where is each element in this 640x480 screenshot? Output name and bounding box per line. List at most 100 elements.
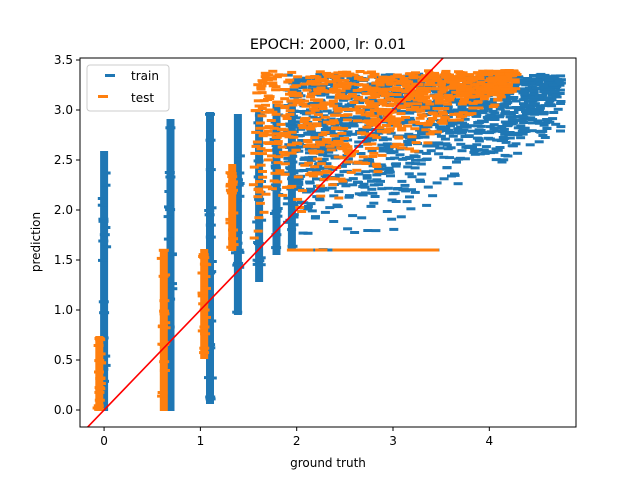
test-point <box>305 111 315 115</box>
x-tick-label: 1 <box>197 434 205 448</box>
train-point <box>163 283 174 287</box>
train-point <box>439 155 449 159</box>
train-point <box>530 102 540 106</box>
train-point <box>99 311 110 315</box>
test-point <box>440 107 450 110</box>
train-point <box>358 127 368 131</box>
train-point <box>325 206 335 210</box>
train-point <box>164 171 175 174</box>
train-point <box>484 100 494 104</box>
train-point <box>98 300 109 304</box>
train-point <box>253 142 264 146</box>
train-point <box>350 86 360 90</box>
test-point <box>328 183 338 187</box>
train-point <box>424 109 434 113</box>
test-point <box>304 248 314 252</box>
train-point <box>518 91 528 95</box>
test-point <box>227 182 238 186</box>
train-point <box>315 72 325 76</box>
train-point <box>359 182 369 186</box>
test-point <box>339 127 349 131</box>
test-point <box>322 71 331 75</box>
test-point <box>448 75 457 79</box>
test-point <box>287 151 297 155</box>
train-point <box>329 220 339 223</box>
train-point <box>376 116 386 120</box>
test-point <box>312 118 322 122</box>
test-point <box>263 148 273 152</box>
test-point <box>279 88 289 92</box>
test-point <box>228 243 239 247</box>
train-point <box>231 199 242 203</box>
train-point <box>472 143 482 147</box>
test-point <box>96 361 106 365</box>
train-point <box>482 115 492 119</box>
train-point <box>320 174 330 178</box>
train-point <box>498 136 508 139</box>
train-point <box>294 180 304 184</box>
train-point <box>468 108 478 112</box>
test-point <box>315 150 325 154</box>
test-point <box>343 74 352 78</box>
train-point <box>442 166 452 170</box>
train-point <box>166 252 177 256</box>
test-point <box>199 262 210 266</box>
train-point <box>439 177 449 181</box>
train-point <box>529 98 539 102</box>
test-point <box>227 180 238 184</box>
train-point <box>364 135 374 139</box>
test-point <box>310 145 320 149</box>
test-point <box>336 89 346 93</box>
train-point <box>357 136 367 140</box>
train-point <box>528 89 538 93</box>
train-point <box>233 183 244 187</box>
train-point <box>101 245 112 249</box>
train-point <box>342 178 352 182</box>
test-point <box>330 143 340 147</box>
test-point <box>308 171 317 175</box>
train-point <box>481 145 491 149</box>
test-point <box>257 79 267 83</box>
train-point <box>304 147 314 151</box>
test-point <box>465 90 475 94</box>
test-point <box>261 77 271 81</box>
test-point <box>342 81 352 85</box>
test-point <box>402 89 412 93</box>
test-point <box>334 85 344 89</box>
test-point <box>473 100 483 104</box>
test-point <box>376 108 386 112</box>
train-point <box>232 310 243 314</box>
test-point <box>394 75 404 79</box>
train-point <box>495 114 505 118</box>
train-point <box>511 106 521 109</box>
test-point <box>434 101 444 105</box>
test-point <box>404 80 414 84</box>
train-point <box>270 120 281 124</box>
test-point <box>258 175 268 179</box>
test-point <box>95 352 106 356</box>
test-point <box>275 171 285 175</box>
train-point <box>296 127 306 131</box>
test-point <box>307 124 317 128</box>
test-point <box>336 146 346 150</box>
test-point <box>479 97 489 101</box>
train-point <box>534 104 544 108</box>
test-point <box>440 75 450 79</box>
train-point <box>334 173 344 177</box>
train-point <box>453 127 463 131</box>
train-point <box>427 88 437 92</box>
train-point <box>294 182 304 186</box>
train-point <box>398 157 408 161</box>
test-point <box>300 163 310 167</box>
train-point <box>270 212 280 215</box>
train-point <box>443 147 453 151</box>
test-point <box>313 88 323 92</box>
test-point <box>496 75 506 79</box>
test-point <box>470 83 480 87</box>
y-axis-ticks: 0.0 0.5 1.0 1.5 2.0 2.5 3.0 3.5 <box>54 53 80 417</box>
test-point <box>354 83 364 87</box>
train-point <box>272 148 282 152</box>
train-point <box>204 213 215 217</box>
train-point <box>527 121 537 125</box>
train-point <box>477 148 487 152</box>
